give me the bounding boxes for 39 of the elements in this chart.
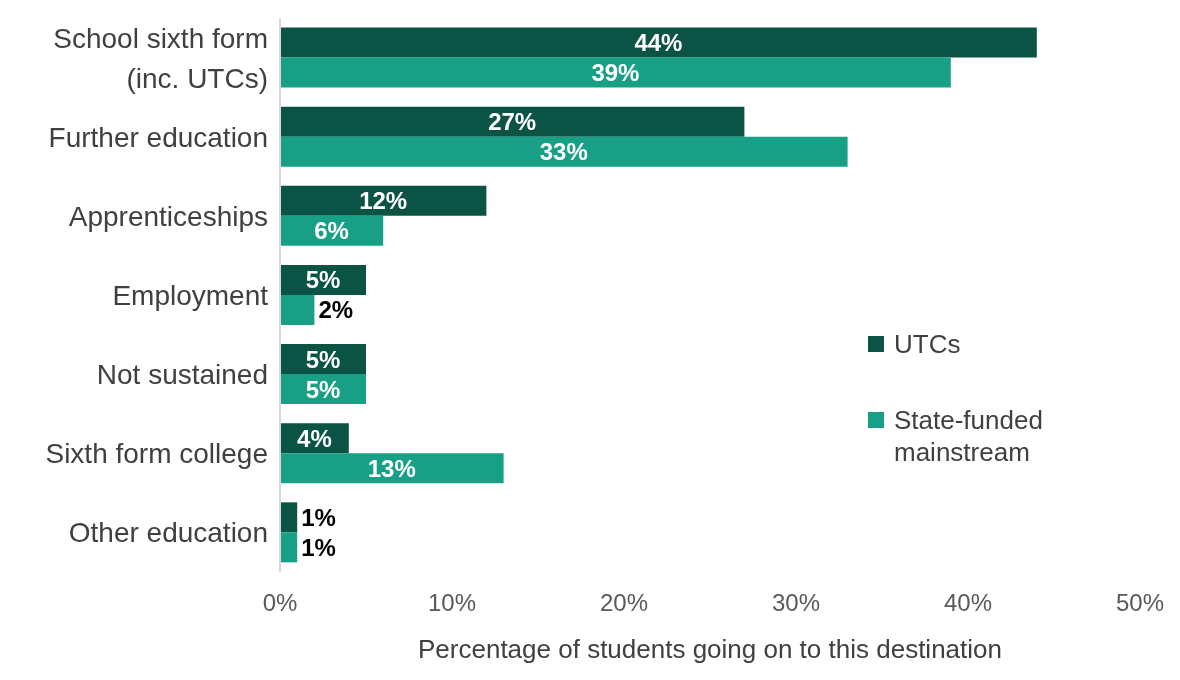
data-label: 1% — [301, 503, 336, 531]
x-tick-label: 40% — [943, 589, 993, 617]
bar — [280, 106, 745, 137]
x-tick-label: 20% — [599, 589, 649, 617]
data-label: 5% — [305, 375, 341, 403]
data-label: 4% — [297, 424, 332, 452]
data-label: 13% — [367, 454, 416, 482]
data-label: 33% — [539, 138, 588, 166]
x-axis-title: Percentage of students going on to this destination — [418, 634, 1002, 664]
legend-label: State-funded mainstream — [894, 404, 1044, 468]
bar — [280, 532, 298, 563]
y-tick-label: Employment — [112, 279, 269, 311]
y-tick-label: School sixth form (inc. UTCs) — [53, 22, 268, 94]
data-label: 5% — [305, 266, 341, 294]
bar — [280, 185, 487, 216]
x-tick-label: 50% — [1115, 589, 1165, 617]
data-label: 2% — [318, 296, 354, 324]
data-label: 44% — [634, 29, 683, 56]
y-tick-label: Not sustained — [96, 358, 268, 390]
bar — [280, 27, 1037, 58]
y-tick-label: Sixth form college — [45, 437, 268, 469]
data-label: 12% — [359, 187, 408, 215]
bar — [280, 502, 298, 533]
data-label: 1% — [301, 533, 336, 561]
bar — [280, 57, 951, 88]
data-label: 6% — [314, 217, 349, 245]
y-tick-label: Apprenticeships — [68, 200, 268, 232]
y-tick-label: Further education — [48, 121, 268, 153]
x-tick-label: 10% — [427, 589, 477, 617]
x-tick-label: 0% — [262, 589, 298, 617]
bar — [280, 136, 848, 167]
x-tick-label: 30% — [771, 589, 821, 617]
data-label: 5% — [305, 345, 341, 373]
bar — [280, 294, 315, 325]
data-label: 27% — [488, 108, 537, 136]
data-label: 39% — [591, 59, 640, 86]
bar — [280, 453, 504, 484]
y-tick-label: Other education — [68, 516, 268, 548]
legend-label: UTCs — [894, 328, 961, 360]
